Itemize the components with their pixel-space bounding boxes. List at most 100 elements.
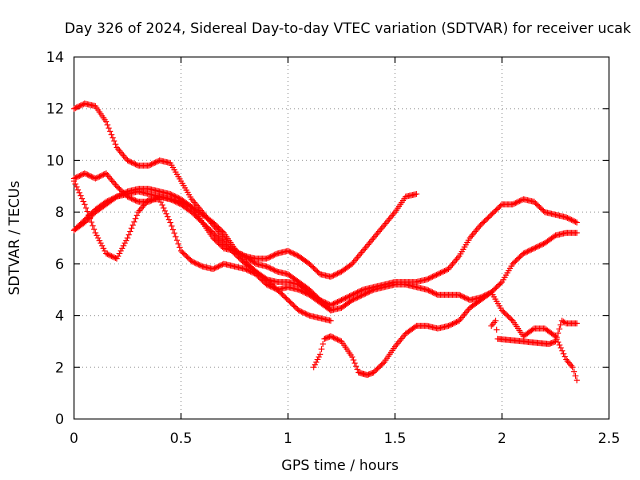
data-point <box>555 330 562 337</box>
data-point <box>351 290 358 297</box>
data-point <box>321 335 328 342</box>
data-point <box>131 160 138 167</box>
data-point <box>172 233 179 240</box>
data-point <box>486 290 493 297</box>
data-point <box>195 261 202 268</box>
data-point <box>291 303 298 310</box>
data-point <box>268 266 275 273</box>
data-point <box>458 293 465 300</box>
data-point <box>232 248 239 255</box>
data-point <box>371 368 378 375</box>
data-point <box>108 253 115 260</box>
data-point <box>77 192 84 199</box>
data-point <box>317 297 324 304</box>
data-point <box>346 293 353 300</box>
data-point <box>145 162 152 169</box>
data-point <box>327 302 334 309</box>
data-point <box>95 174 102 181</box>
data-point <box>161 207 168 214</box>
data-point <box>561 319 568 326</box>
data-point <box>333 335 340 342</box>
data-point <box>81 219 88 226</box>
data-point <box>108 131 115 138</box>
data-point <box>492 285 499 292</box>
data-point <box>121 189 128 196</box>
data-point <box>494 205 501 212</box>
data-point <box>552 338 559 345</box>
y-tick-label: 8 <box>55 205 64 221</box>
data-point <box>187 203 194 210</box>
data-point <box>216 236 223 243</box>
data-point <box>452 319 459 326</box>
data-point <box>93 174 100 181</box>
data-point <box>191 259 198 266</box>
data-point <box>563 214 570 221</box>
data-point <box>373 366 380 373</box>
data-point <box>116 185 123 192</box>
data-point <box>129 160 136 167</box>
data-point <box>96 173 103 180</box>
data-point <box>349 297 356 304</box>
data-point <box>428 288 435 295</box>
data-point <box>303 311 310 318</box>
data-point <box>109 134 116 141</box>
data-point <box>527 247 534 254</box>
data-point <box>513 199 520 206</box>
data-point <box>163 210 170 217</box>
data-point <box>512 258 519 265</box>
data-point <box>165 216 172 223</box>
data-point <box>247 268 254 275</box>
data-point <box>188 209 195 216</box>
data-point <box>85 215 92 222</box>
data-point <box>366 288 373 295</box>
data-point <box>464 295 471 302</box>
data-point <box>212 232 219 239</box>
data-point <box>413 191 420 198</box>
data-point <box>546 341 553 348</box>
data-point <box>270 266 277 273</box>
data-point <box>116 250 123 257</box>
data-point <box>72 181 79 188</box>
data-point <box>211 265 218 272</box>
data-point <box>116 192 123 199</box>
data-point <box>548 339 555 346</box>
data-point <box>83 171 90 178</box>
data-point <box>76 172 83 179</box>
data-point <box>295 307 302 314</box>
data-point <box>264 264 271 271</box>
data-point <box>242 266 249 273</box>
data-point <box>251 259 258 266</box>
data-point <box>298 308 305 315</box>
data-point <box>516 198 523 205</box>
data-point <box>560 350 567 357</box>
data-point <box>280 293 287 300</box>
data-point <box>266 264 273 271</box>
data-point <box>461 294 468 301</box>
data-point <box>337 337 344 344</box>
data-point <box>351 360 358 367</box>
data-point <box>286 298 293 305</box>
data-point <box>366 371 373 378</box>
data-point <box>121 240 128 247</box>
data-point <box>485 214 492 221</box>
data-point <box>536 203 543 210</box>
data-point <box>73 104 80 111</box>
data-point <box>353 363 360 370</box>
data-point <box>234 249 241 256</box>
data-point <box>290 302 297 309</box>
data-point <box>327 317 334 324</box>
data-point <box>357 293 364 300</box>
x-tick-label: 0.5 <box>170 431 192 447</box>
data-point <box>109 253 116 260</box>
data-point <box>428 274 435 281</box>
data-point <box>271 251 278 258</box>
data-point <box>302 289 309 296</box>
data-point <box>512 200 519 207</box>
data-point <box>310 290 317 297</box>
data-point <box>152 159 159 166</box>
data-point <box>289 300 296 307</box>
data-point <box>310 264 317 271</box>
data-point <box>551 338 558 345</box>
data-point <box>250 266 257 273</box>
data-point <box>235 249 242 256</box>
